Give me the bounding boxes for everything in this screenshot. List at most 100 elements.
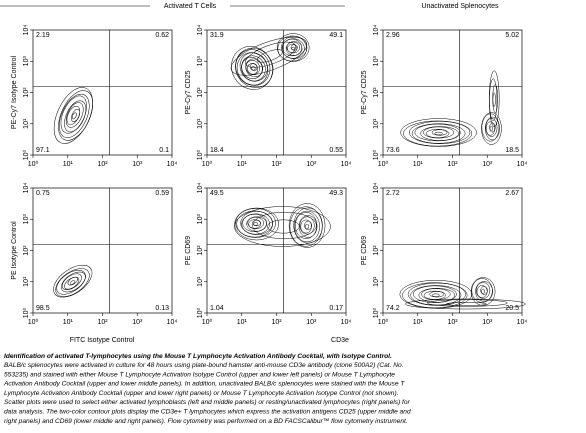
contour [286,41,300,54]
contour [281,38,305,59]
contour [60,95,87,134]
contour [58,90,93,141]
x-tick-label: 10⁰ [202,318,213,326]
contour [234,207,279,241]
x-tick-label: 10² [97,161,108,168]
contour [289,206,323,247]
quadrant-value: 49.3 [329,190,343,197]
contour [55,268,90,297]
contour [250,63,258,71]
contour [400,118,477,147]
contour [53,264,93,298]
contour [412,285,457,303]
contour [277,35,307,62]
contour [236,210,273,238]
y-tick-label: 10⁴ [197,25,204,36]
contour [245,58,264,78]
contour [492,84,498,113]
contour [431,129,448,136]
contour [476,285,488,298]
x-tick-label: 10³ [482,319,493,326]
contour [239,52,268,82]
contour [471,278,493,303]
x-tick-label: 10¹ [63,319,74,326]
contour [300,219,312,234]
contour [242,214,267,232]
x-tick-label: 10⁴ [167,319,178,326]
contour [281,36,308,59]
contour [304,220,312,231]
plot-frame [32,187,173,314]
x-tick-label: 10⁰ [378,160,389,168]
contour [235,208,276,238]
y-tick-label: 10² [373,245,380,256]
contour [431,293,440,297]
caption-line: Scatter plots were used to select either… [4,399,411,406]
contour [489,122,496,133]
contour [61,271,86,293]
x-tick-label: 10³ [306,319,317,326]
quadrant-value: 18.5 [505,147,519,154]
contour [64,100,87,133]
y-tick-label: 10³ [197,214,204,225]
quadrant-value: 2.19 [36,32,50,39]
quadrant-value: 49.1 [329,32,343,39]
contour [402,282,468,309]
contour [257,49,283,63]
contour [407,282,466,306]
quadrant-value: 98.5 [36,305,50,312]
x-tick-label: 10¹ [413,161,424,168]
quadrant-value: 0.59 [155,190,169,197]
quadrant-value: 0.13 [155,305,169,312]
quadrant-value: 5.02 [505,32,519,39]
contour [485,116,500,141]
contour [230,37,308,76]
contour [69,280,76,285]
y-tick-label: 10⁰ [196,308,204,319]
contour [434,131,443,136]
x-tick-label: 10² [97,319,108,326]
y-tick-label: 10⁰ [372,308,380,319]
contour [64,276,80,290]
quadrant-value: 97.1 [36,147,50,154]
contour [276,33,310,62]
x-tick-label: 10¹ [237,161,248,168]
contour [492,92,496,107]
caption-line: data analysis. The two-color contour plo… [4,409,411,416]
x-tick-label: 10² [271,161,282,168]
contour [480,286,488,295]
quadrant-value: 49.5 [210,190,224,197]
y-tick-label: 10⁰ [196,150,204,161]
contour [475,282,491,299]
contour [489,125,494,132]
x-tick-label: 10⁴ [167,161,178,168]
contour [475,281,493,302]
y-tick-label: 10⁰ [22,150,30,161]
contour [427,299,508,307]
contour [423,126,455,139]
contour [252,211,317,240]
quadrant-value: 0.75 [36,190,50,197]
x-tick-label: 10³ [132,319,143,326]
x-tick-label: 10⁴ [517,319,528,326]
quadrant-value: 73.6 [386,147,400,154]
x-tick-label: 10¹ [413,319,424,326]
contour [299,216,315,235]
contour [446,302,487,306]
y-tick-label: 10² [373,87,380,98]
x-tick-label: 10⁰ [28,318,39,326]
y-tick-label: 10² [23,87,30,98]
y-tick-label: 10³ [373,56,380,67]
contour [488,70,500,127]
contour [411,123,466,144]
plot-frame [382,187,523,314]
quadrant-value: 20.5 [505,305,519,312]
quadrant-value: 2.67 [505,190,519,197]
y-tick-label: 10⁴ [23,25,30,36]
contour [403,120,473,147]
contour [65,102,84,128]
y-axis-label: PE-Cy7 Isotype Control [11,55,18,129]
x-tick-label: 10³ [306,161,317,168]
contour [414,123,461,142]
contour [425,129,450,138]
